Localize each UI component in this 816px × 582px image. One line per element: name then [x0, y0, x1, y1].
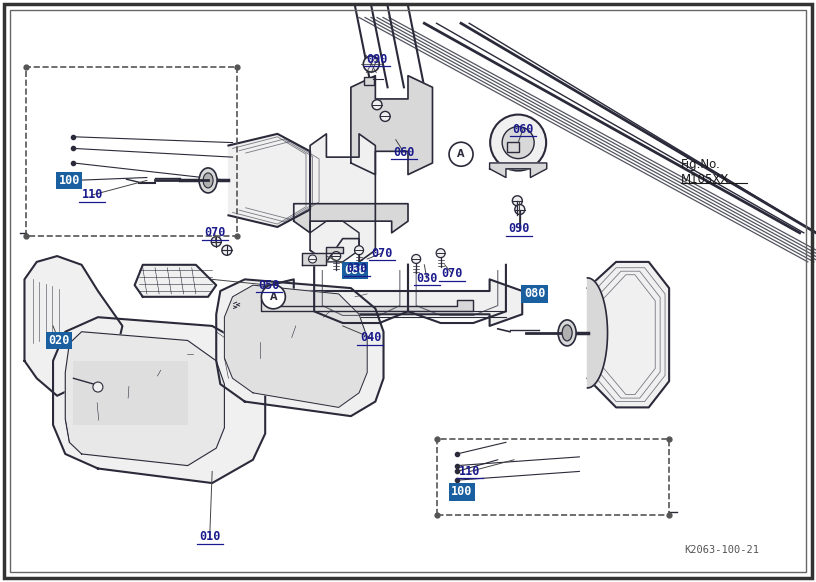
- Text: 090: 090: [508, 222, 530, 235]
- Polygon shape: [224, 285, 367, 407]
- Ellipse shape: [199, 168, 217, 193]
- Circle shape: [331, 251, 341, 261]
- Ellipse shape: [562, 325, 572, 341]
- Circle shape: [261, 285, 286, 309]
- Circle shape: [411, 254, 421, 264]
- Circle shape: [502, 127, 534, 158]
- Bar: [364, 77, 374, 86]
- Polygon shape: [53, 317, 265, 483]
- Polygon shape: [216, 279, 384, 416]
- Text: 060: 060: [393, 146, 415, 159]
- Text: 040: 040: [360, 331, 381, 344]
- Text: 110: 110: [82, 189, 103, 201]
- Circle shape: [222, 245, 232, 255]
- Text: 090: 090: [366, 53, 388, 66]
- Text: K2063-100-21: K2063-100-21: [685, 545, 760, 555]
- Polygon shape: [228, 134, 310, 227]
- Polygon shape: [294, 204, 408, 233]
- Text: A: A: [457, 149, 465, 159]
- Text: 020: 020: [48, 334, 69, 347]
- Text: 010: 010: [199, 530, 220, 543]
- Circle shape: [372, 100, 382, 110]
- Circle shape: [93, 382, 103, 392]
- Text: 080: 080: [344, 264, 366, 277]
- Polygon shape: [310, 134, 375, 262]
- Circle shape: [490, 115, 546, 171]
- Polygon shape: [588, 278, 607, 388]
- Circle shape: [308, 255, 317, 263]
- Bar: [508, 143, 520, 152]
- Polygon shape: [24, 256, 122, 396]
- Circle shape: [380, 111, 390, 122]
- Polygon shape: [588, 262, 669, 407]
- Polygon shape: [65, 332, 224, 466]
- Polygon shape: [490, 163, 547, 178]
- Text: 070: 070: [371, 247, 392, 260]
- Polygon shape: [302, 247, 343, 265]
- Polygon shape: [73, 361, 188, 425]
- Polygon shape: [351, 76, 432, 175]
- Ellipse shape: [203, 173, 213, 188]
- Ellipse shape: [558, 320, 576, 346]
- Polygon shape: [261, 300, 473, 311]
- Text: 030: 030: [346, 262, 367, 275]
- Circle shape: [354, 246, 364, 255]
- Circle shape: [515, 204, 525, 215]
- Text: A: A: [269, 292, 277, 302]
- Polygon shape: [245, 279, 522, 326]
- Polygon shape: [310, 221, 359, 262]
- Circle shape: [436, 249, 446, 258]
- Text: 050: 050: [259, 279, 280, 292]
- Circle shape: [449, 142, 473, 166]
- Circle shape: [512, 196, 522, 206]
- Text: 030: 030: [416, 272, 437, 285]
- Text: 070: 070: [441, 267, 463, 280]
- Text: 060: 060: [512, 123, 534, 136]
- Circle shape: [363, 56, 379, 72]
- Text: 100: 100: [59, 174, 80, 187]
- Text: 070: 070: [204, 226, 225, 239]
- Polygon shape: [135, 265, 216, 297]
- Text: 080: 080: [524, 288, 545, 300]
- Circle shape: [211, 236, 221, 247]
- Text: 110: 110: [459, 465, 481, 478]
- Text: 100: 100: [451, 485, 472, 498]
- Text: Fig.No.
M105XX: Fig.No. M105XX: [681, 158, 730, 186]
